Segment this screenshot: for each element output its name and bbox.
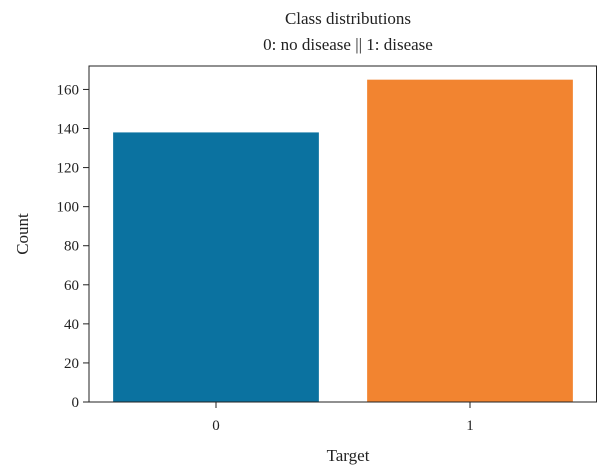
- y-tick-label: 40: [64, 317, 79, 333]
- bar-1: [367, 79, 573, 403]
- x-tick-label: 0: [212, 418, 220, 434]
- y-tick-label: 60: [64, 278, 79, 294]
- x-axis-label: Target: [327, 446, 370, 465]
- y-tick-label: 160: [57, 82, 80, 98]
- y-tick-label: 100: [57, 200, 80, 216]
- chart-subtitle: 0: no disease || 1: disease: [263, 35, 433, 54]
- chart-title: Class distributions: [285, 9, 411, 28]
- y-tick-label: 120: [57, 161, 80, 177]
- y-tick-label: 20: [64, 356, 79, 372]
- y-tick-label: 80: [64, 239, 79, 255]
- y-axis-label: Count: [13, 213, 32, 255]
- y-tick-label: 0: [72, 395, 80, 411]
- x-tick-label: 1: [466, 418, 474, 434]
- y-tick-label: 140: [57, 122, 80, 138]
- y-axis-ticks: 0 20 40 60 80 100 120 140 160: [57, 82, 89, 411]
- bar-0: [113, 132, 319, 402]
- bars-group: [113, 79, 573, 403]
